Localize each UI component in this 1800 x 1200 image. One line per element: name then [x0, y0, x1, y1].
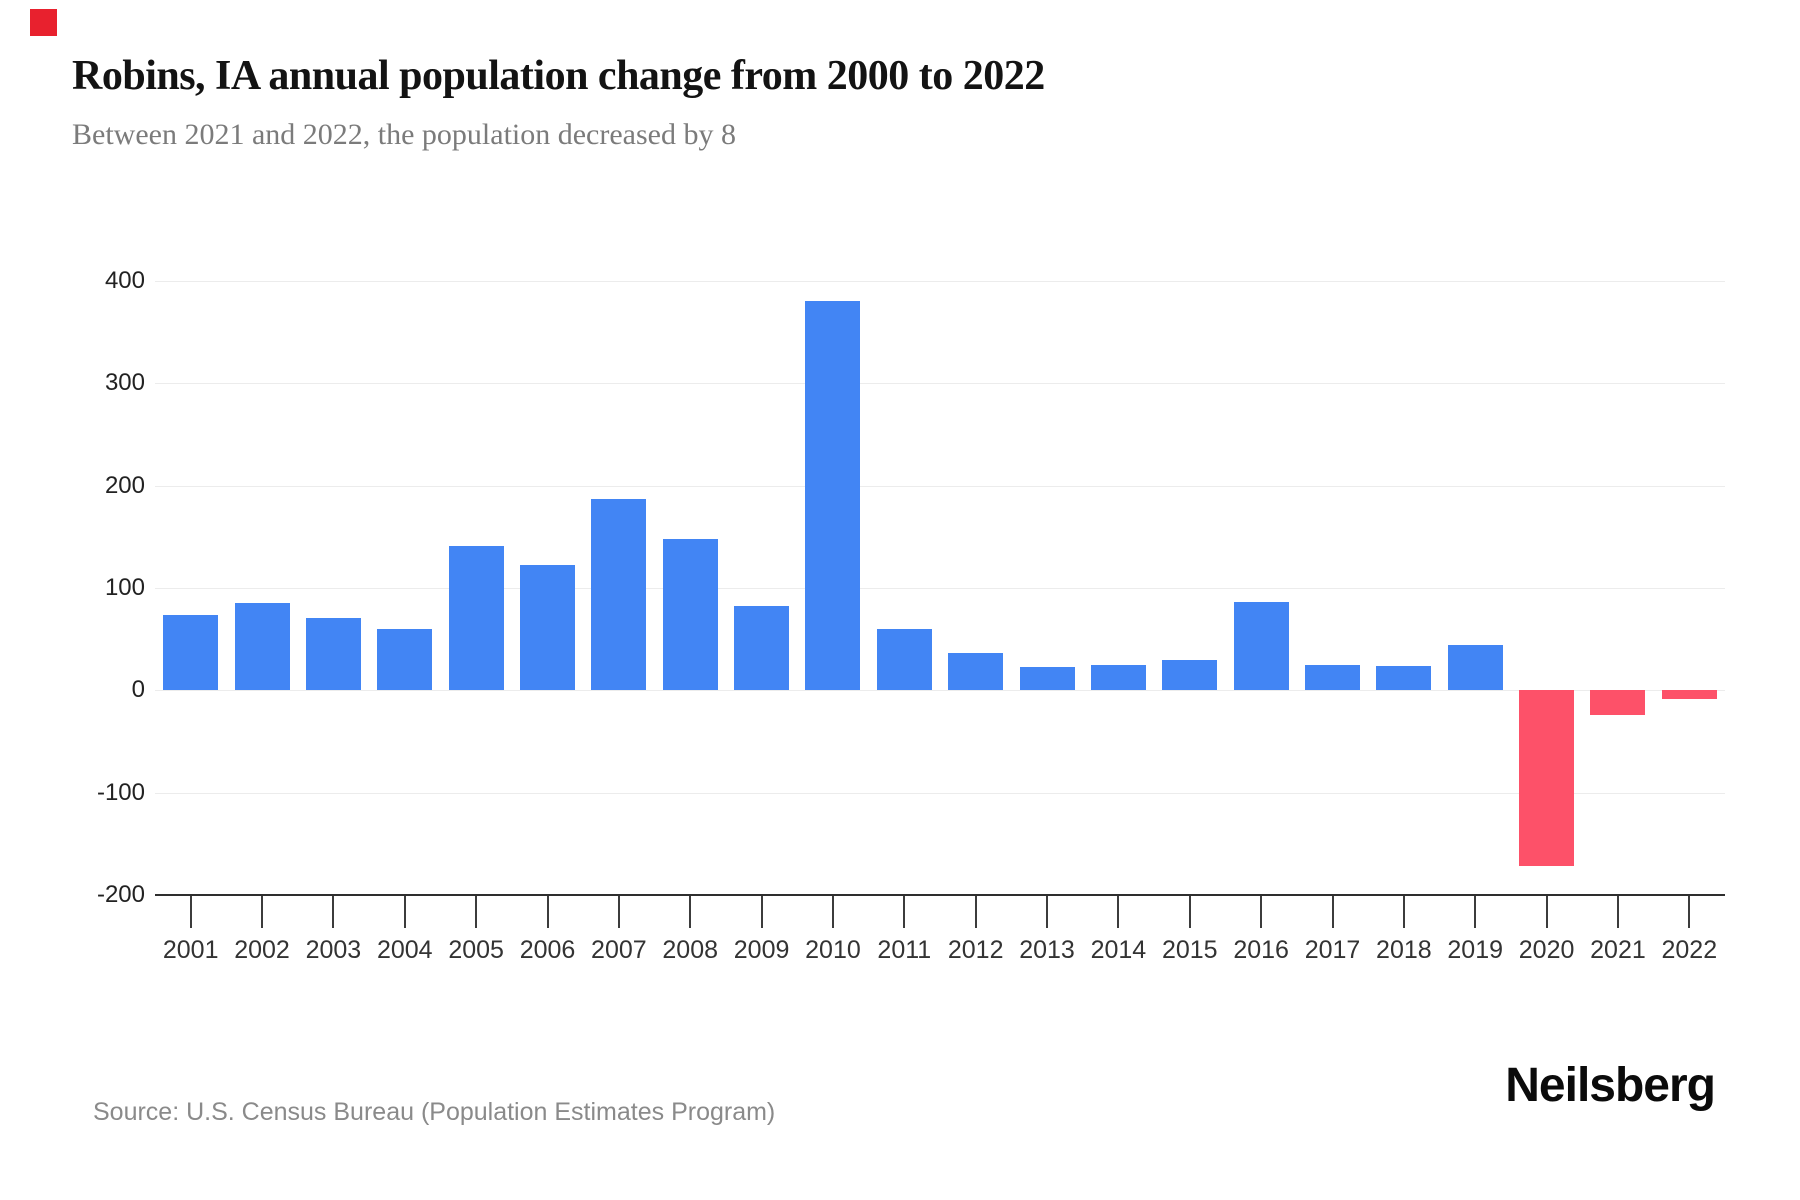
bar-2010[interactable] [805, 301, 861, 691]
x-axis-tick [475, 896, 478, 928]
bar-2021[interactable] [1590, 690, 1646, 715]
x-axis-tick [546, 896, 549, 928]
x-axis-tick [1545, 896, 1548, 928]
bar-2003[interactable] [305, 617, 361, 691]
x-axis-label-2019: 2019 [1447, 936, 1504, 964]
y-axis-tick-label: 100 [104, 574, 145, 601]
x-axis-label-2017: 2017 [1304, 936, 1361, 964]
chart-title: Robins, IA annual population change from… [72, 53, 1045, 99]
bar-2020[interactable] [1519, 690, 1575, 867]
source-attribution: Source: U.S. Census Bureau (Population E… [93, 1098, 776, 1126]
bar-chart-plot-area: 400 300 200 100 0 -100 -200 2001 2002 2003 2004 200… [96, 267, 1725, 964]
x-axis-tick [760, 896, 763, 928]
gridline-y-400 [155, 281, 1725, 282]
x-axis-tick [617, 896, 620, 928]
x-axis-label-2021: 2021 [1590, 936, 1646, 964]
x-axis-tick [403, 896, 406, 928]
record-indicator-square [30, 9, 57, 36]
x-axis-tick [689, 896, 692, 928]
x-axis-label-2006: 2006 [519, 936, 576, 964]
bar-2004[interactable] [377, 628, 433, 691]
bar-2013[interactable] [1019, 666, 1075, 691]
x-axis-label-2011: 2011 [877, 936, 932, 964]
bar-2018[interactable] [1376, 665, 1432, 691]
x-axis-label-2014: 2014 [1090, 936, 1147, 964]
bar-2008[interactable] [662, 538, 718, 691]
bar-2005[interactable] [448, 546, 504, 691]
x-axis-label-2003: 2003 [305, 936, 362, 964]
bar-2015[interactable] [1162, 659, 1218, 691]
x-axis-tick [1688, 896, 1691, 928]
bar-2019[interactable] [1447, 645, 1503, 691]
x-axis-label-2002: 2002 [234, 936, 290, 964]
x-axis-label-2008: 2008 [662, 936, 719, 964]
chart-subtitle: Between 2021 and 2022, the population de… [72, 118, 736, 151]
bar-2017[interactable] [1305, 664, 1360, 691]
x-axis-label-2018: 2018 [1376, 936, 1432, 964]
gridline-y-0 [155, 690, 1725, 692]
bar-2001[interactable] [163, 614, 219, 691]
x-axis-label-2001: 2001 [162, 936, 219, 964]
x-axis-label-2013: 2013 [1019, 936, 1075, 964]
x-axis-tick [974, 896, 977, 928]
bar-2014[interactable] [1090, 664, 1146, 691]
x-axis-label-2012: 2012 [947, 936, 1004, 964]
x-axis-label-2016: 2016 [1233, 936, 1289, 964]
gridline-y-300 [155, 383, 1725, 385]
x-axis-label-2009: 2009 [733, 936, 790, 964]
x-axis-label-2022: 2022 [1661, 936, 1718, 964]
bar-2009[interactable] [734, 606, 790, 691]
x-axis-tick [903, 896, 906, 928]
bar-2007[interactable] [591, 498, 647, 691]
x-axis-tick [831, 896, 834, 928]
x-axis-tick [1188, 896, 1191, 928]
x-axis-label-2020: 2020 [1518, 936, 1575, 964]
x-axis-tick [189, 896, 192, 928]
y-axis-tick-label: -100 [96, 778, 145, 806]
bar-2002[interactable] [234, 603, 290, 691]
bar-2022[interactable] [1661, 690, 1717, 699]
x-axis-label-2007: 2007 [591, 936, 647, 964]
gridline-y-100 [155, 588, 1725, 589]
y-axis-tick-label: 200 [104, 471, 145, 499]
x-axis-tick [1046, 896, 1049, 928]
bar-2011[interactable] [876, 628, 932, 691]
neilsberg-logo: Neilsberg [1505, 1059, 1716, 1112]
y-axis-tick-label: 400 [104, 267, 145, 294]
x-axis-label-2010: 2010 [805, 936, 861, 964]
x-axis-tick [1474, 896, 1477, 928]
x-axis-tick [261, 896, 264, 928]
x-axis-label-2004: 2004 [376, 936, 433, 964]
bar-2016[interactable] [1233, 602, 1289, 691]
gridline-y--100 [155, 792, 1725, 794]
gridline-y-200 [155, 485, 1725, 487]
x-axis-tick [1117, 896, 1120, 928]
y-axis-tick-label: 0 [131, 676, 145, 704]
x-axis-tick [1260, 896, 1263, 928]
x-axis-label-2015: 2015 [1161, 936, 1218, 964]
bar-2006[interactable] [520, 565, 575, 691]
x-axis-tick [332, 896, 335, 928]
x-axis-tick [1331, 896, 1334, 928]
x-axis-tick [1402, 896, 1405, 928]
y-axis-tick-label: 300 [104, 369, 145, 397]
bar-2012[interactable] [948, 653, 1004, 691]
x-axis-tick [1616, 896, 1619, 928]
y-axis-tick-label: -200 [96, 881, 145, 908]
x-axis-label-2005: 2005 [448, 936, 504, 964]
x-axis-line [155, 894, 1725, 896]
